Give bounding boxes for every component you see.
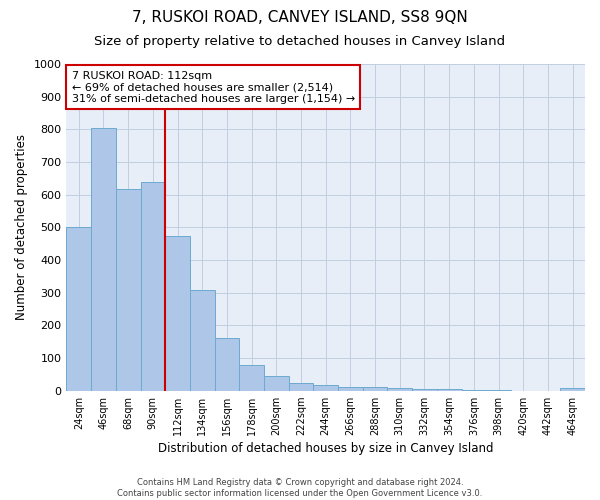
Bar	[215, 338, 239, 390]
Bar	[190, 290, 215, 390]
Bar	[116, 189, 140, 390]
Bar	[289, 382, 313, 390]
Bar	[91, 128, 116, 390]
Text: 7, RUSKOI ROAD, CANVEY ISLAND, SS8 9QN: 7, RUSKOI ROAD, CANVEY ISLAND, SS8 9QN	[132, 10, 468, 25]
Bar	[67, 228, 91, 390]
X-axis label: Distribution of detached houses by size in Canvey Island: Distribution of detached houses by size …	[158, 442, 493, 455]
Bar	[239, 365, 264, 390]
Bar	[437, 389, 461, 390]
Bar	[388, 388, 412, 390]
Bar	[560, 388, 585, 390]
Bar	[338, 388, 363, 390]
Text: 7 RUSKOI ROAD: 112sqm
← 69% of detached houses are smaller (2,514)
31% of semi-d: 7 RUSKOI ROAD: 112sqm ← 69% of detached …	[71, 70, 355, 104]
Bar	[264, 376, 289, 390]
Bar	[165, 236, 190, 390]
Bar	[140, 182, 165, 390]
Text: Contains HM Land Registry data © Crown copyright and database right 2024.
Contai: Contains HM Land Registry data © Crown c…	[118, 478, 482, 498]
Bar	[412, 388, 437, 390]
Y-axis label: Number of detached properties: Number of detached properties	[15, 134, 28, 320]
Text: Size of property relative to detached houses in Canvey Island: Size of property relative to detached ho…	[94, 35, 506, 48]
Bar	[363, 388, 388, 390]
Bar	[313, 385, 338, 390]
